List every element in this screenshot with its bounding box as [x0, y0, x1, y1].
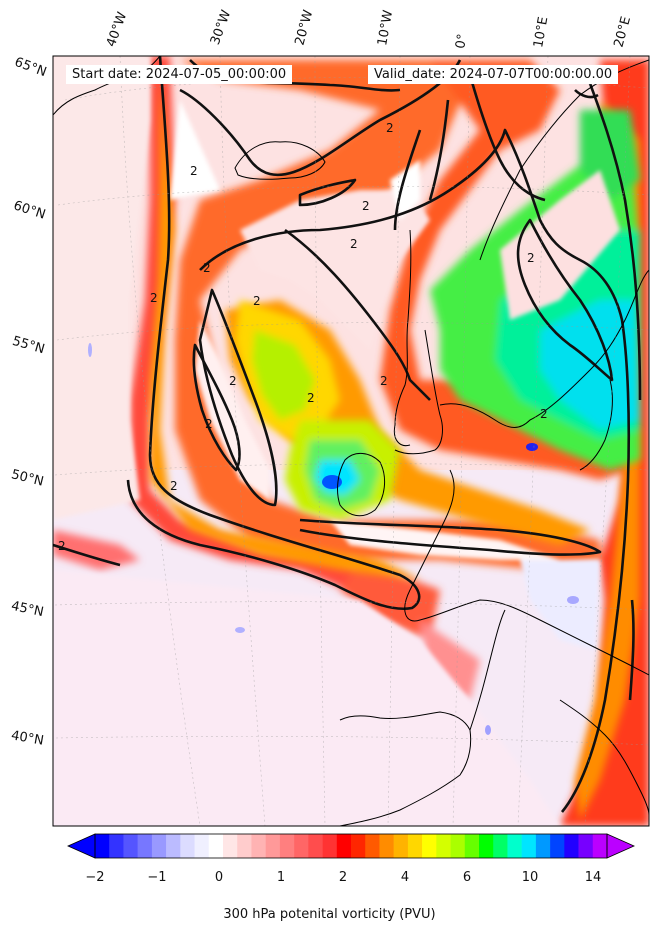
colorbar-cell [251, 834, 266, 858]
contour-label: 2 [205, 417, 213, 431]
colorbar-tick: −1 [147, 870, 167, 885]
contour-label: 2 [253, 294, 261, 308]
colorbar-cell [436, 834, 451, 858]
start-date-label: Start date: 2024-07-05_00:00:00 [66, 65, 293, 84]
colorbar-cell [194, 834, 210, 858]
colorbar-cell [535, 834, 551, 858]
contour-label: 2 [170, 479, 178, 493]
colorbar-cell [479, 834, 494, 858]
france-coast [404, 469, 649, 676]
contour-label: 2 [540, 407, 548, 421]
colorbar-cell [464, 834, 480, 858]
colorbar-tick: 0 [214, 870, 224, 885]
scandinavia-south-coast [439, 269, 649, 428]
coastlines [53, 56, 649, 826]
contour-label: 2 [350, 237, 358, 251]
contour-label: 2 [386, 121, 394, 135]
colorbar-cell [237, 834, 252, 858]
contour-label: 2 [58, 539, 66, 553]
map-frame [52, 55, 650, 827]
colorbar-cell [521, 834, 537, 858]
colorbar-tick: 14 [584, 870, 602, 885]
colorbar-max-extend [606, 833, 635, 859]
contour-label: 2 [203, 261, 211, 275]
colorbar-tick: 6 [462, 870, 472, 885]
contour-label: 2 [190, 164, 198, 178]
contour-label: 2 [380, 374, 388, 388]
colorbar-cell [422, 834, 437, 858]
baltic-coast [579, 379, 613, 471]
colorbar-tick: −2 [85, 870, 105, 885]
colorbar-cell [208, 834, 224, 858]
colorbar-cell [393, 834, 409, 858]
colorbar-cell [564, 834, 579, 858]
colorbar-cell [137, 834, 153, 858]
colorbar-tick: 4 [400, 870, 410, 885]
colorbar-title: 300 hPa potenital vorticity (PVU) [223, 907, 436, 922]
contour-labels: 2 2 2 2 2 2 2 2 2 2 2 2 2 2 2 [58, 121, 548, 553]
colorbar-cell [407, 834, 423, 858]
colorbar-cell [223, 834, 238, 858]
colorbar-tick: 10 [521, 870, 539, 885]
contour-label: 2 [229, 374, 237, 388]
colorbar-cell [450, 834, 466, 858]
contour-label: 2 [150, 291, 158, 305]
valid-date-label: Valid_date: 2024-07-07T00:00:00.00 [368, 65, 619, 84]
iberia-east-coast [469, 609, 506, 731]
colorbar-cell [493, 834, 508, 858]
colorbar-cell [578, 834, 594, 858]
colorbar-cell [279, 834, 295, 858]
colorbar-tick: 1 [276, 870, 286, 885]
colorbar-min-extend [67, 833, 96, 859]
colorbar-cell [550, 834, 565, 858]
pv-2-contours [53, 56, 642, 813]
colorbar-cell [592, 834, 608, 858]
colorbar-cell [322, 834, 338, 858]
colorbar-cell [365, 834, 380, 858]
pv-negative-patches [88, 343, 579, 735]
colorbar-cell [351, 834, 366, 858]
britain-west-coast [393, 229, 412, 447]
colorbar-cell [109, 834, 124, 858]
colorbar [67, 833, 635, 859]
colorbar-cell [308, 834, 323, 858]
colorbar-cell [123, 834, 138, 858]
contour-label: 2 [527, 251, 535, 265]
iberia-north-coast [339, 711, 472, 826]
colorbar-tick: 2 [338, 870, 348, 885]
britain-east-coast [394, 329, 443, 455]
colorbar-cell [166, 834, 181, 858]
italy-coast [559, 699, 649, 816]
colorbar-cell [265, 834, 281, 858]
colorbar-cell [180, 834, 195, 858]
colorbar-cell [336, 834, 352, 858]
map-area: 2 2 2 2 2 2 2 2 2 2 2 2 2 2 2 [53, 56, 649, 826]
contour-label: 2 [307, 391, 315, 405]
colorbar-cell [379, 834, 394, 858]
colorbar-cell [294, 834, 309, 858]
colorbar-cell [95, 834, 110, 858]
ireland-coast [337, 453, 386, 517]
contour-label: 2 [362, 199, 370, 213]
colorbar-cell [151, 834, 167, 858]
colorbar-frame [94, 833, 608, 859]
iceland-coast [234, 141, 326, 180]
colorbar-cell [507, 834, 522, 858]
lon-label-0: 0° [453, 32, 471, 50]
graticule [54, 56, 649, 826]
